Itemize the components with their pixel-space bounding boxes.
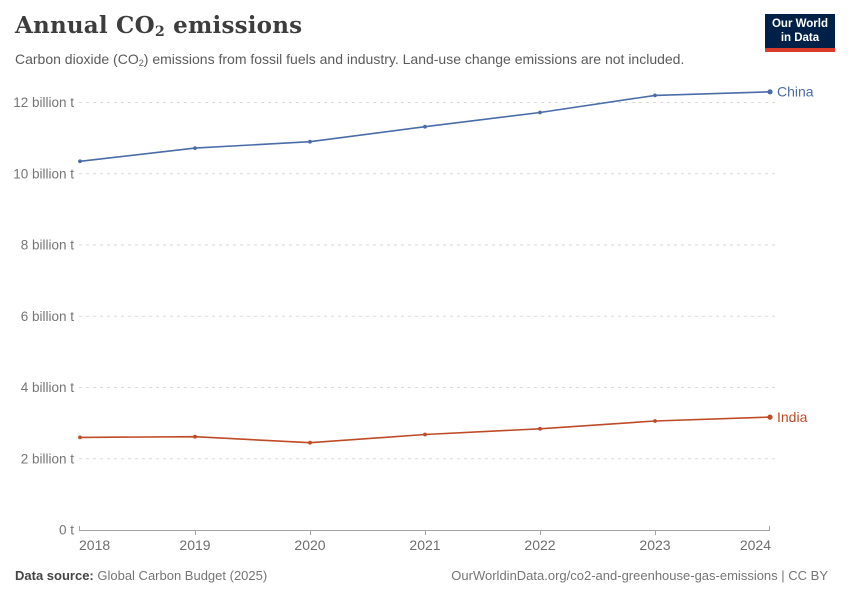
x-axis-tick-label: 2020 <box>294 537 325 553</box>
series-label-india[interactable]: India <box>777 409 808 425</box>
y-axis-tick-label: 0 t <box>59 523 74 538</box>
series-point-china[interactable] <box>308 139 312 144</box>
series-point-china[interactable] <box>767 89 773 95</box>
series-point-india[interactable] <box>308 440 312 445</box>
chart-subtitle-subscript: 2 <box>138 58 144 69</box>
y-axis-tick-label: 10 billion t <box>13 166 74 181</box>
owid-logo-line1: Our World <box>771 18 828 30</box>
chart-title-subscript: 2 <box>154 24 165 41</box>
series-point-india[interactable] <box>538 426 542 431</box>
x-axis-tick-label: 2021 <box>409 537 440 553</box>
x-axis-tick-label: 2023 <box>639 537 670 553</box>
x-axis-tick-label: 2018 <box>79 537 110 553</box>
data-source-label: Data source: <box>15 568 94 583</box>
series-point-china[interactable] <box>538 110 542 115</box>
y-axis-tick-label: 8 billion t <box>21 238 75 253</box>
chart-subtitle-text: Carbon dioxide (CO <box>15 51 139 67</box>
series-point-india[interactable] <box>423 432 427 437</box>
series-line-india[interactable] <box>79 416 771 444</box>
series-point-india[interactable] <box>193 434 197 439</box>
series-point-china[interactable] <box>423 124 427 129</box>
series-point-china[interactable] <box>193 146 197 151</box>
chart-subtitle: Carbon dioxide (CO2) emissions from foss… <box>15 51 685 69</box>
chart-title-text-2: emissions <box>164 12 303 39</box>
owid-logo[interactable]: Our World in Data <box>764 14 835 52</box>
series-point-india[interactable] <box>767 414 773 420</box>
x-axis-tick-label: 2022 <box>524 537 555 553</box>
data-source-note: Data source: Global Carbon Budget (2025) <box>15 568 267 583</box>
footer-citation-link[interactable]: OurWorldinData.org/co2-and-greenhouse-ga… <box>451 568 828 583</box>
x-axis-tick-label: 2019 <box>179 537 210 553</box>
chart-subtitle-text-2: ) emissions from fossil fuels and indust… <box>143 51 685 67</box>
chart-title-text: Annual CO <box>15 12 155 39</box>
chart-title: Annual CO2 emissions <box>15 12 303 41</box>
y-axis-tick-label: 4 billion t <box>21 380 75 395</box>
y-axis-tick-label: 6 billion t <box>21 309 75 324</box>
y-axis-tick-label: 12 billion t <box>13 95 74 110</box>
series-point-india[interactable] <box>653 419 657 423</box>
series-label-china[interactable]: China <box>777 84 814 100</box>
series-point-china[interactable] <box>78 159 82 164</box>
series-point-india[interactable] <box>78 435 82 440</box>
series-point-china[interactable] <box>653 93 657 98</box>
x-axis-tick-label: 2024 <box>740 537 771 553</box>
owid-logo-line2: in Data <box>780 31 820 44</box>
data-source-value: Global Carbon Budget (2025) <box>93 568 268 583</box>
y-axis-tick-label: 2 billion t <box>21 451 75 466</box>
